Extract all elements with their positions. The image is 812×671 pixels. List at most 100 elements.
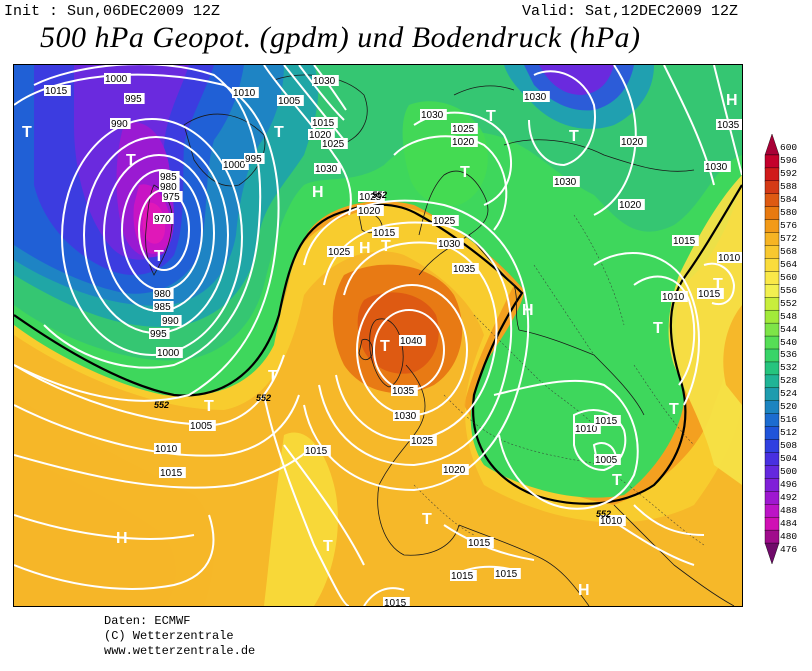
isobar-label-bg (232, 87, 259, 98)
isobar-label-bg (450, 570, 477, 581)
legend-value: 484 (780, 517, 798, 529)
legend-value: 512 (780, 427, 798, 439)
legend-swatch (764, 219, 780, 234)
legend-swatch (764, 193, 780, 208)
isobar-label: 1025 (322, 139, 345, 150)
legend-value: 548 (780, 310, 798, 322)
isobar-label: 1025 (452, 124, 475, 135)
isobar-label: 980 (154, 289, 171, 300)
isobar-label: 985 (154, 302, 171, 313)
isobar-label-bg (452, 263, 479, 274)
low-pressure-mark: T (204, 398, 214, 415)
legend-value: 536 (780, 349, 798, 361)
isobar-label: 1020 (358, 206, 381, 217)
isobar-label: 1025 (433, 216, 456, 227)
isobar-label-bg (716, 119, 742, 130)
isobar-label-bg (149, 328, 170, 339)
legend-value: 520 (780, 401, 798, 413)
valid-time: Valid: Sat,12DEC2009 12Z (521, 3, 738, 20)
isobar-label-bg (312, 75, 339, 86)
isobar-label: 1015 (595, 416, 618, 427)
isobar-label: 1030 (421, 110, 444, 121)
legend-swatch (764, 452, 780, 467)
low-pressure-mark: T (422, 511, 432, 528)
isobar-label-bg (661, 291, 688, 302)
isobar-label-bg (523, 91, 550, 102)
legend-value: 592 (780, 168, 798, 180)
isobar-label: 1035 (717, 120, 740, 131)
legend-swatch (764, 361, 780, 376)
isobar-label-bg (704, 161, 731, 172)
low-pressure-mark: T (569, 128, 579, 145)
high-pressure-mark: H (359, 240, 371, 257)
legend-value: 544 (780, 323, 798, 335)
geopotential-552-line (14, 184, 742, 505)
isobar-label: 1040 (400, 336, 423, 347)
isobar-label: 1020 (443, 465, 466, 476)
isobar-label: 1010 (233, 88, 256, 99)
isobar-label: 975 (163, 192, 180, 203)
high-pressure-mark: H (116, 530, 128, 547)
isobar-label: 1015 (495, 569, 518, 580)
isobar-label-bg (222, 159, 249, 170)
isobar-label: 1030 (705, 162, 728, 173)
legend-swatch (764, 400, 780, 415)
isobar-label-bg (410, 435, 437, 446)
isobar-label: 1025 (328, 247, 351, 258)
data-source: Daten: ECMWF (104, 614, 191, 628)
isobar-label: 1015 (451, 571, 474, 582)
isobar-label-bg (697, 288, 724, 299)
isobar-label: 1035 (392, 386, 415, 397)
isobar-label-bg (672, 235, 699, 246)
legend-value: 552 (780, 297, 798, 309)
low-pressure-mark: T (268, 368, 278, 385)
legend-swatch (764, 529, 780, 544)
legend-swatch (764, 297, 780, 311)
legend-swatch (764, 309, 780, 324)
website-link[interactable]: www.wetterzentrale.de (104, 644, 256, 658)
isobar-label-bg (124, 93, 145, 104)
legend-swatch (764, 167, 780, 182)
legend-swatch (764, 387, 780, 402)
isobar-label: 1015 (698, 289, 721, 300)
isobar-label: 1005 (595, 455, 618, 466)
isobar-label-bg (467, 537, 494, 548)
isobar-label-bg (553, 176, 580, 187)
isobar-label: 1015 (160, 468, 183, 479)
legend-swatch (764, 374, 780, 389)
isobar-label-bg (399, 335, 426, 346)
legend-value: 580 (780, 207, 798, 219)
color-legend: 600 596 592 588 584 580 576 572 568 564 560 556 552 5… (764, 134, 812, 564)
legend-value: 532 (780, 362, 798, 374)
isobar-label-bg (594, 454, 621, 465)
isobar-label: 1015 (312, 118, 335, 129)
isobar-label-bg (159, 181, 180, 192)
isobar-label: 995 (245, 154, 262, 165)
isobar-label: 1015 (673, 236, 696, 247)
isobar-label-bg (189, 420, 216, 431)
legend-swatch (764, 439, 780, 454)
isobar-label: 995 (125, 94, 142, 105)
isobar-label: 1000 (157, 348, 180, 359)
isobar-label-bg (442, 464, 469, 475)
isobar-label-bg (159, 467, 186, 478)
isobar-label: 1010 (662, 292, 685, 303)
legend-swatch (764, 258, 780, 273)
isobar-label: 1005 (278, 96, 301, 107)
isobar-label: 1000 (105, 74, 128, 85)
geopotential-label: 552 (596, 509, 611, 519)
isobar-label: 1015 (305, 446, 328, 457)
isobar-label-bg (277, 95, 304, 106)
isobar-label-bg (494, 568, 521, 579)
legend-value: 528 (780, 375, 798, 387)
low-pressure-mark: T (323, 538, 333, 555)
weather-map: 1015 1000 995 990 985 980 975 970 980 985 990 995 10… (13, 64, 743, 607)
isobar-label-bg (311, 117, 338, 128)
isobar-label-bg (391, 385, 418, 396)
isobar-label-bg (104, 73, 131, 84)
geopotential-label: 552 (154, 400, 169, 410)
isobar-label: 995 (150, 329, 167, 340)
legend-value: 572 (780, 233, 798, 245)
legend-value: 516 (780, 414, 798, 426)
low-pressure-mark: T (460, 164, 470, 181)
